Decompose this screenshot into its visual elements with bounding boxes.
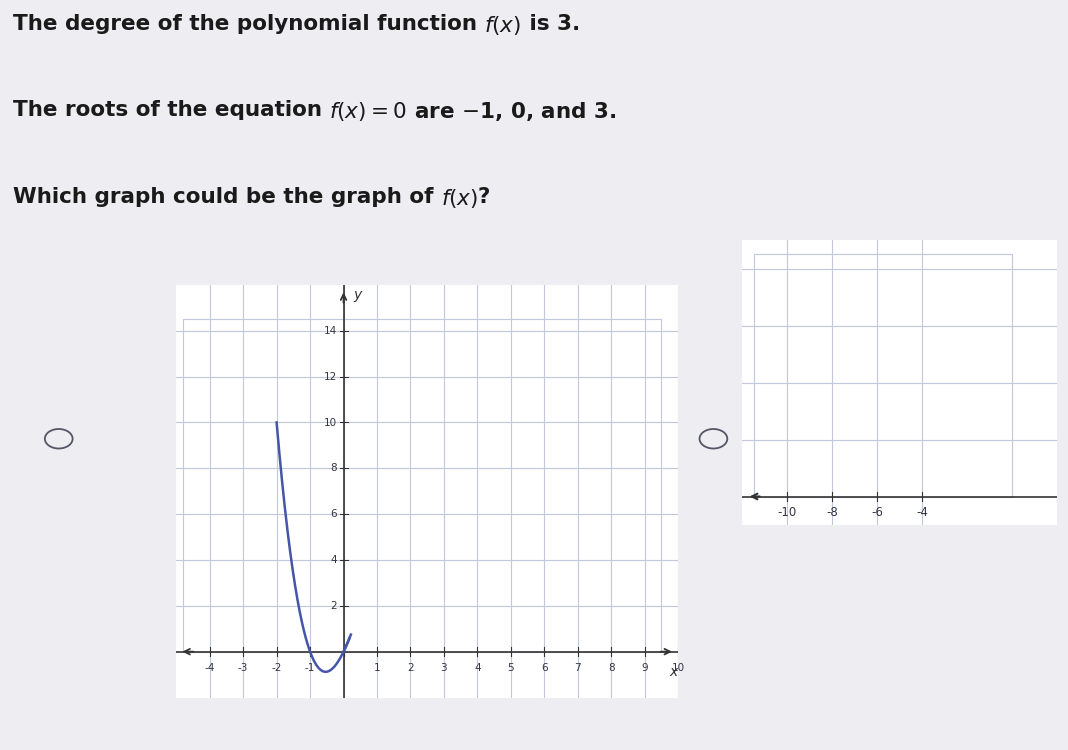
Text: -10: -10 [778, 506, 797, 520]
Text: 7: 7 [575, 663, 581, 674]
Text: 10: 10 [324, 418, 336, 428]
Text: 1: 1 [374, 663, 380, 674]
Text: x: x [669, 665, 677, 680]
Text: 10: 10 [672, 663, 685, 674]
Text: 8: 8 [330, 464, 336, 473]
Text: is 3.: is 3. [521, 13, 580, 34]
Text: 9: 9 [642, 663, 648, 674]
Text: $f(x)$: $f(x)$ [484, 13, 521, 37]
Text: -4: -4 [916, 506, 928, 520]
Text: -8: -8 [827, 506, 838, 520]
Bar [754, 254, 1012, 496]
Text: 6: 6 [541, 663, 548, 674]
Text: 6: 6 [330, 509, 336, 519]
Text: -6: -6 [871, 506, 883, 520]
Text: 3: 3 [441, 663, 447, 674]
Text: 2: 2 [330, 601, 336, 610]
Text: -1: -1 [304, 663, 315, 674]
Text: $f(x) = 0$: $f(x) = 0$ [329, 100, 407, 123]
Text: ?: ? [478, 187, 490, 206]
Text: 4: 4 [330, 555, 336, 565]
Bar [183, 320, 661, 652]
Text: 4: 4 [474, 663, 481, 674]
Text: Which graph could be the graph of: Which graph could be the graph of [13, 187, 441, 206]
Text: are $-$1, 0, and 3.: are $-$1, 0, and 3. [407, 100, 616, 123]
Text: 14: 14 [324, 326, 336, 336]
Text: 12: 12 [324, 372, 336, 382]
Text: y: y [354, 289, 362, 302]
Text: $f(x)$: $f(x)$ [441, 187, 478, 209]
Text: 2: 2 [407, 663, 413, 674]
Text: -3: -3 [238, 663, 249, 674]
Text: 8: 8 [608, 663, 614, 674]
Text: 5: 5 [507, 663, 514, 674]
Text: -4: -4 [204, 663, 215, 674]
Text: The roots of the equation: The roots of the equation [13, 100, 329, 120]
Text: -2: -2 [271, 663, 282, 674]
Text: The degree of the polynomial function: The degree of the polynomial function [13, 13, 484, 34]
